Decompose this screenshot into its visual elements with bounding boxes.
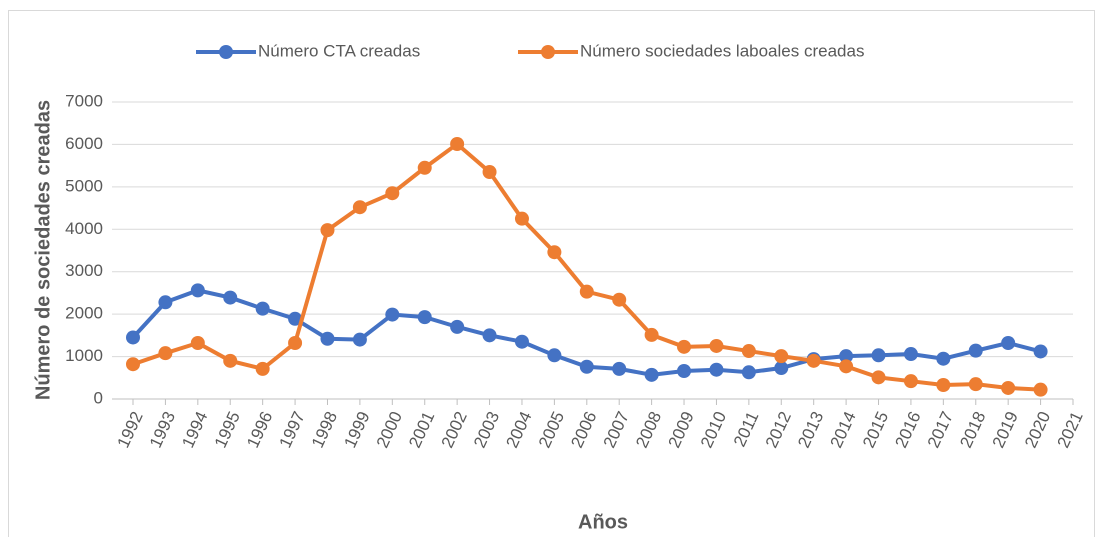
point (612, 361, 627, 376)
legend-marker (541, 45, 555, 59)
point (1033, 382, 1048, 397)
legend-label: Número CTA creadas (258, 41, 420, 60)
point (644, 327, 659, 342)
point (352, 332, 367, 347)
y-tick-label: 1000 (65, 346, 103, 365)
point (352, 200, 367, 215)
point (709, 338, 724, 353)
point (450, 319, 465, 334)
point (936, 351, 951, 366)
point (417, 160, 432, 175)
point (223, 290, 238, 305)
point (288, 335, 303, 350)
point (741, 365, 756, 380)
point (482, 165, 497, 180)
y-tick-label: 7000 (65, 91, 103, 110)
point (158, 346, 173, 361)
y-tick-label: 3000 (65, 261, 103, 280)
point (223, 353, 238, 368)
point (774, 361, 789, 376)
point (482, 328, 497, 343)
point (579, 359, 594, 374)
point (255, 361, 270, 376)
point (936, 377, 951, 392)
point (514, 334, 529, 349)
point (644, 367, 659, 382)
y-tick-label: 5000 (65, 176, 103, 195)
y-tick-label: 2000 (65, 304, 103, 323)
point (190, 335, 205, 350)
point (968, 343, 983, 358)
point (903, 374, 918, 389)
point (774, 349, 789, 364)
point (741, 344, 756, 359)
y-tick-label: 4000 (65, 219, 103, 238)
legend-marker (219, 45, 233, 59)
point (547, 348, 562, 363)
point (158, 295, 173, 310)
point (547, 245, 562, 260)
point (255, 301, 270, 316)
point (677, 339, 692, 354)
point (320, 223, 335, 238)
point (839, 359, 854, 374)
point (514, 211, 529, 226)
point (320, 331, 335, 346)
point (450, 137, 465, 152)
point (417, 310, 432, 325)
point (126, 330, 140, 345)
point (806, 353, 821, 368)
chart-border (8, 10, 1095, 537)
legend-label: Número sociedades laboales creadas (580, 41, 864, 60)
point (288, 311, 303, 326)
point (871, 348, 886, 363)
point (126, 357, 140, 372)
x-axis-title: Años (578, 511, 628, 533)
point (385, 307, 400, 322)
point (839, 349, 854, 364)
y-tick-label: 0 (94, 388, 103, 407)
point (612, 292, 627, 307)
point (1033, 344, 1048, 359)
point (579, 284, 594, 299)
point (1001, 335, 1016, 350)
point (190, 283, 205, 298)
y-tick-label: 6000 (65, 134, 103, 153)
point (968, 377, 983, 392)
point (385, 186, 400, 201)
point (871, 370, 886, 385)
y-axis-title: Número de sociedades creadas (32, 100, 54, 400)
point (709, 362, 724, 377)
point (903, 347, 918, 362)
point (677, 363, 692, 378)
point (1001, 380, 1016, 395)
